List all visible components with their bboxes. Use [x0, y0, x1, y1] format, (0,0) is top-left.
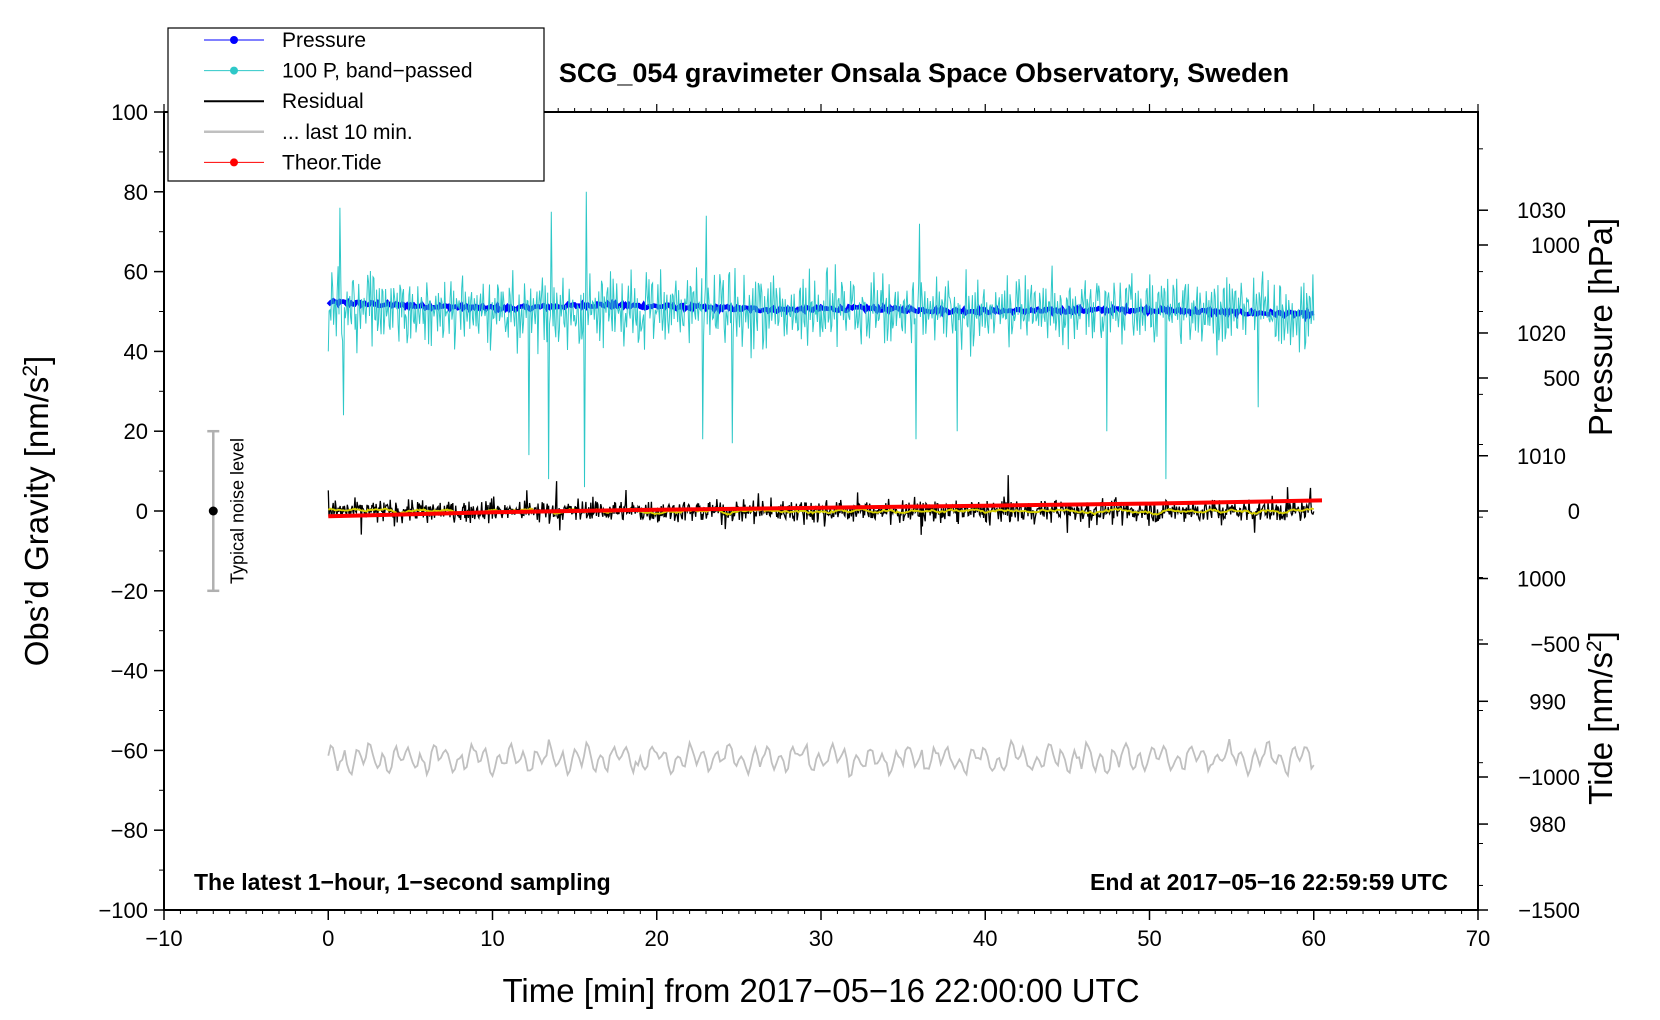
legend-swatch-dot	[230, 36, 238, 44]
x-axis-title: Time [min] from 2017−05−16 22:00:00 UTC	[502, 972, 1139, 1009]
annotation-left: The latest 1−hour, 1−second sampling	[194, 869, 611, 895]
pressure-tick-label: 1030	[1517, 198, 1566, 223]
y-axis-title: Obs’d Gravity [nm/s2]	[18, 356, 55, 667]
pressure-tick-label: 990	[1529, 689, 1566, 714]
y-tick-label: 60	[124, 260, 148, 285]
x-tick-label: 40	[973, 926, 997, 951]
x-tick-label: 10	[480, 926, 504, 951]
residual-smoothed-series-line	[327, 507, 1314, 516]
tide-tick-label: −1500	[1518, 898, 1580, 923]
x-tick-label: 50	[1137, 926, 1161, 951]
legend-entry-label: Pressure	[282, 29, 366, 52]
tide-tick-label: 500	[1543, 366, 1580, 391]
legend-swatch-dot	[230, 66, 238, 75]
y-tick-label: 40	[124, 339, 148, 364]
pressure-tick-label: 1020	[1517, 321, 1566, 346]
x-tick-label: 60	[1302, 926, 1326, 951]
ticks-layer: −10 0 10 20 30 40 50 60 70100806040200−20−40−60−…	[98, 100, 1580, 951]
legend-entry-label: Theor.Tide	[282, 151, 382, 174]
tide-tick-label: −500	[1530, 632, 1580, 657]
pressure-axis-title: Pressure [hPa]	[1582, 218, 1619, 436]
y-tick-label: −60	[111, 738, 148, 763]
x-tick-label: 30	[809, 926, 833, 951]
x-tick-label: 0	[322, 926, 334, 951]
annotation-right: End at 2017−05−16 22:59:59 UTC	[1090, 869, 1448, 895]
y-tick-label: 0	[136, 499, 148, 524]
x-tick-label: 70	[1466, 926, 1490, 951]
tide-tick-label: 0	[1568, 499, 1580, 524]
noise-level-label: Typical noise level	[227, 438, 247, 584]
legend-box	[167, 27, 545, 182]
y-tick-label: −80	[111, 818, 148, 843]
legend-swatch-dot	[230, 158, 238, 167]
bandpassed-pressure-series-line	[327, 191, 1315, 488]
series-layer	[326, 191, 1323, 779]
chart-title: SCG_054 gravimeter Onsala Space Observat…	[559, 58, 1289, 88]
x-tick-label: −10	[145, 926, 182, 951]
x-tick-label: 20	[645, 926, 669, 951]
y-tick-label: −100	[98, 898, 148, 923]
noise-level-bar	[207, 429, 220, 593]
last-10-min-series-line	[327, 738, 1315, 779]
pressure-tick-label: 1000	[1517, 567, 1566, 592]
legend-entry-label: Residual	[282, 90, 364, 113]
y-tick-label: 100	[111, 100, 148, 125]
y-tick-label: 20	[124, 419, 148, 444]
theoretical-tide-series-line	[328, 498, 1323, 519]
legend-entry-label: 100 P, band−passed	[282, 60, 473, 83]
pressure-tick-label: 1010	[1517, 444, 1566, 469]
legend-entry-label: ... last 10 min.	[282, 121, 413, 144]
y-tick-label: −40	[111, 659, 148, 684]
tide-tick-label: 1000	[1531, 233, 1580, 258]
noise-bar-center-dot	[208, 506, 218, 516]
tide-tick-label: −1000	[1518, 765, 1580, 790]
tide-axis-title: Tide [nm/s2]	[1582, 631, 1619, 805]
pressure-tick-label: 980	[1529, 812, 1566, 837]
legend: Pressure 100 P, band−passed Residual ... la…	[167, 27, 545, 182]
y-tick-label: −20	[111, 579, 148, 604]
y-tick-label: 80	[124, 180, 148, 205]
